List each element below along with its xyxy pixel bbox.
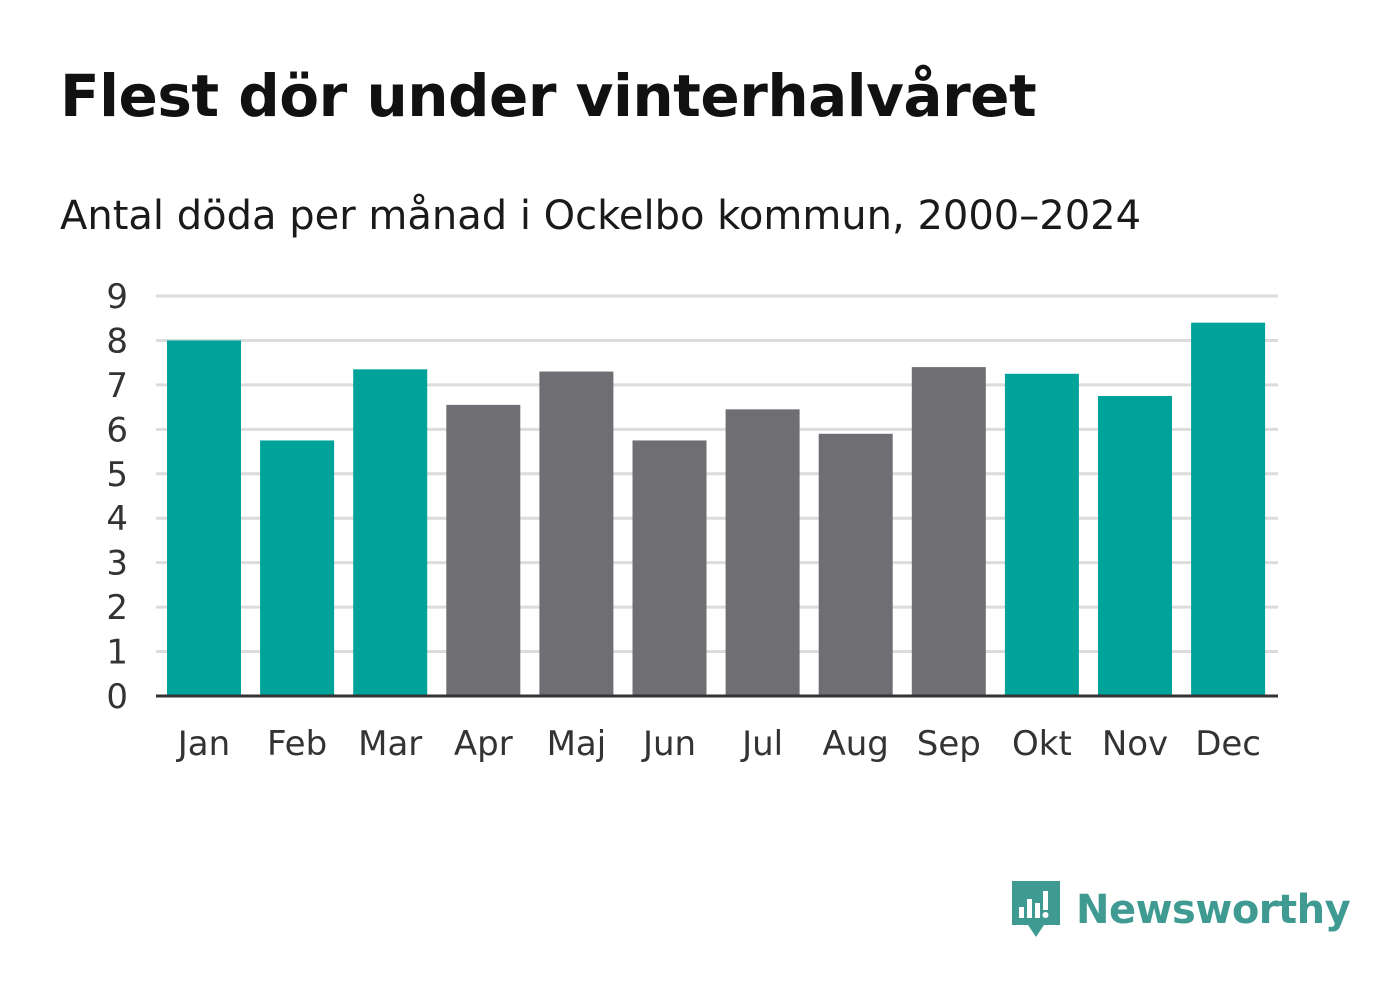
x-tick-label-jun: Jun [641, 724, 696, 764]
chart-subtitle: Antal döda per månad i Ockelbo kommun, 2… [60, 193, 1142, 239]
x-tick-label-feb: Feb [267, 724, 327, 764]
y-tick-label-0: 0 [106, 677, 128, 717]
bar-mar [353, 369, 428, 696]
bar-okt [1004, 373, 1079, 696]
x-tick-label-aug: Aug [823, 724, 889, 764]
x-tick-label-jan: Jan [176, 724, 230, 764]
x-tick-label-sep: Sep [917, 724, 981, 764]
y-tick-label-4: 4 [106, 499, 128, 539]
y-tick-label-7: 7 [106, 366, 128, 406]
bar-jan [167, 340, 241, 696]
y-tick-label-5: 5 [106, 455, 128, 495]
bar-jul [725, 409, 800, 696]
y-tick-label-8: 8 [106, 321, 128, 361]
bar-apr [446, 404, 521, 696]
bar-dec [1191, 322, 1266, 696]
brand-name: Newsworthy [1076, 887, 1351, 933]
x-tick-label-apr: Apr [454, 724, 513, 764]
y-tick-label-2: 2 [106, 588, 128, 628]
y-tick-label-9: 9 [106, 277, 128, 317]
bar-aug [818, 433, 893, 696]
brand-logo: Newsworthy [1010, 878, 1351, 942]
x-tick-label-maj: Maj [547, 724, 607, 764]
x-tick-label-nov: Nov [1102, 724, 1168, 764]
x-tick-label-mar: Mar [358, 724, 422, 764]
bar-jun [632, 440, 707, 696]
x-tick-label-dec: Dec [1195, 724, 1261, 764]
bar-nov [1098, 396, 1172, 696]
y-tick-label-1: 1 [106, 633, 128, 673]
bar-maj [539, 371, 614, 696]
newsworthy-logo-icon [1012, 881, 1060, 937]
y-tick-label-6: 6 [106, 410, 128, 450]
x-tick-label-jul: Jul [740, 724, 783, 764]
bar-sep [911, 367, 986, 696]
chart-title: Flest dör under vinterhalvåret [60, 62, 1037, 130]
y-tick-label-3: 3 [106, 544, 128, 584]
bar-feb [260, 440, 335, 696]
x-tick-label-okt: Okt [1012, 724, 1072, 764]
